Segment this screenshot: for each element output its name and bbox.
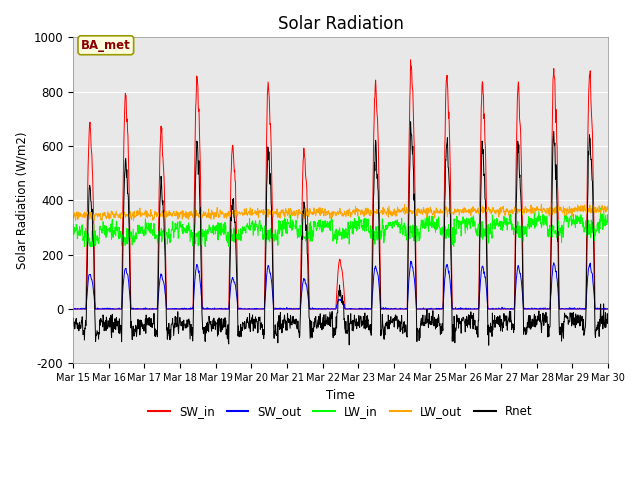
Title: Solar Radiation: Solar Radiation [278,15,403,33]
Text: BA_met: BA_met [81,39,131,52]
Legend: SW_in, SW_out, LW_in, LW_out, Rnet: SW_in, SW_out, LW_in, LW_out, Rnet [143,400,538,423]
X-axis label: Time: Time [326,389,355,402]
Y-axis label: Solar Radiation (W/m2): Solar Radiation (W/m2) [15,132,28,269]
